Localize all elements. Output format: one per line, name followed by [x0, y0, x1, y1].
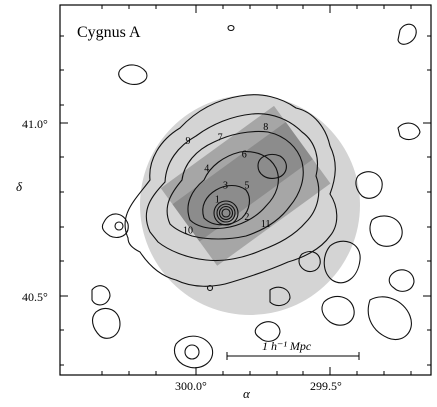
- contour-island-7: [323, 240, 361, 284]
- region-labels: 1 2 3 4 5 6 7 8 9 10 11: [183, 122, 271, 237]
- contour-island-9: [367, 296, 412, 340]
- contour-island-18: [298, 251, 321, 273]
- contour-peak-1: [213, 200, 239, 226]
- contour-island-10: [388, 269, 415, 292]
- contour-island-14: [254, 321, 281, 342]
- x-axis-label: α: [243, 386, 251, 401]
- contour-island-16: [227, 24, 235, 32]
- y-tick-label-1: 41.0°: [22, 117, 48, 131]
- contour-island-8: [321, 295, 355, 326]
- region-label-8: 8: [263, 122, 268, 133]
- contour-island-5: [355, 171, 383, 199]
- y-tick-label-2: 40.5°: [22, 290, 48, 304]
- region-label-10: 10: [183, 226, 193, 237]
- chart-title: Cygnus A: [77, 24, 141, 41]
- region-label-3: 3: [223, 181, 228, 192]
- contour-island-3: [397, 23, 417, 45]
- box-regions: [160, 105, 331, 266]
- contour-island-2-inner: [114, 221, 124, 231]
- contour-peak-4: [221, 208, 231, 218]
- contour-island-11: [91, 285, 111, 306]
- contour-level-4: [187, 151, 279, 230]
- y-axis-label: δ: [16, 179, 23, 194]
- contour-subclump: [257, 153, 287, 179]
- contour-level-3: [166, 130, 304, 240]
- contour-island-12: [91, 307, 121, 339]
- x-tick-label-2: 299.5°: [310, 379, 342, 393]
- contour-island-17: [206, 284, 214, 292]
- region-label-5: 5: [244, 181, 249, 192]
- scale-bar-label: 1 h⁻¹ Mpc: [262, 339, 312, 353]
- contour-island-4: [397, 122, 421, 141]
- contour-island-15: [269, 286, 291, 307]
- contour-island-13: [173, 335, 214, 369]
- contour-island-1: [118, 64, 148, 85]
- tick-marks: [60, 5, 431, 375]
- contour-outer: [124, 94, 338, 287]
- region-label-6: 6: [242, 150, 247, 161]
- contour-peak-2: [216, 203, 236, 223]
- x-tick-label-1: 300.0°: [175, 379, 207, 393]
- contour-island-6: [369, 215, 403, 247]
- region-label-2: 2: [244, 212, 249, 223]
- box-region-center-strip: [172, 122, 313, 242]
- region-label-9: 9: [186, 136, 191, 147]
- region-label-4: 4: [204, 163, 209, 174]
- contour-island-13-inner: [184, 344, 200, 360]
- contour-peak-3: [218, 205, 234, 221]
- region-label-11: 11: [261, 219, 271, 230]
- region-label-7: 7: [218, 132, 223, 143]
- contour-island-2: [101, 213, 129, 239]
- scale-bar: [226, 352, 360, 360]
- plot-frame: [59, 4, 432, 376]
- region-label-1: 1: [215, 195, 220, 206]
- xray-contours: [91, 23, 421, 369]
- contour-level-2: [145, 113, 320, 262]
